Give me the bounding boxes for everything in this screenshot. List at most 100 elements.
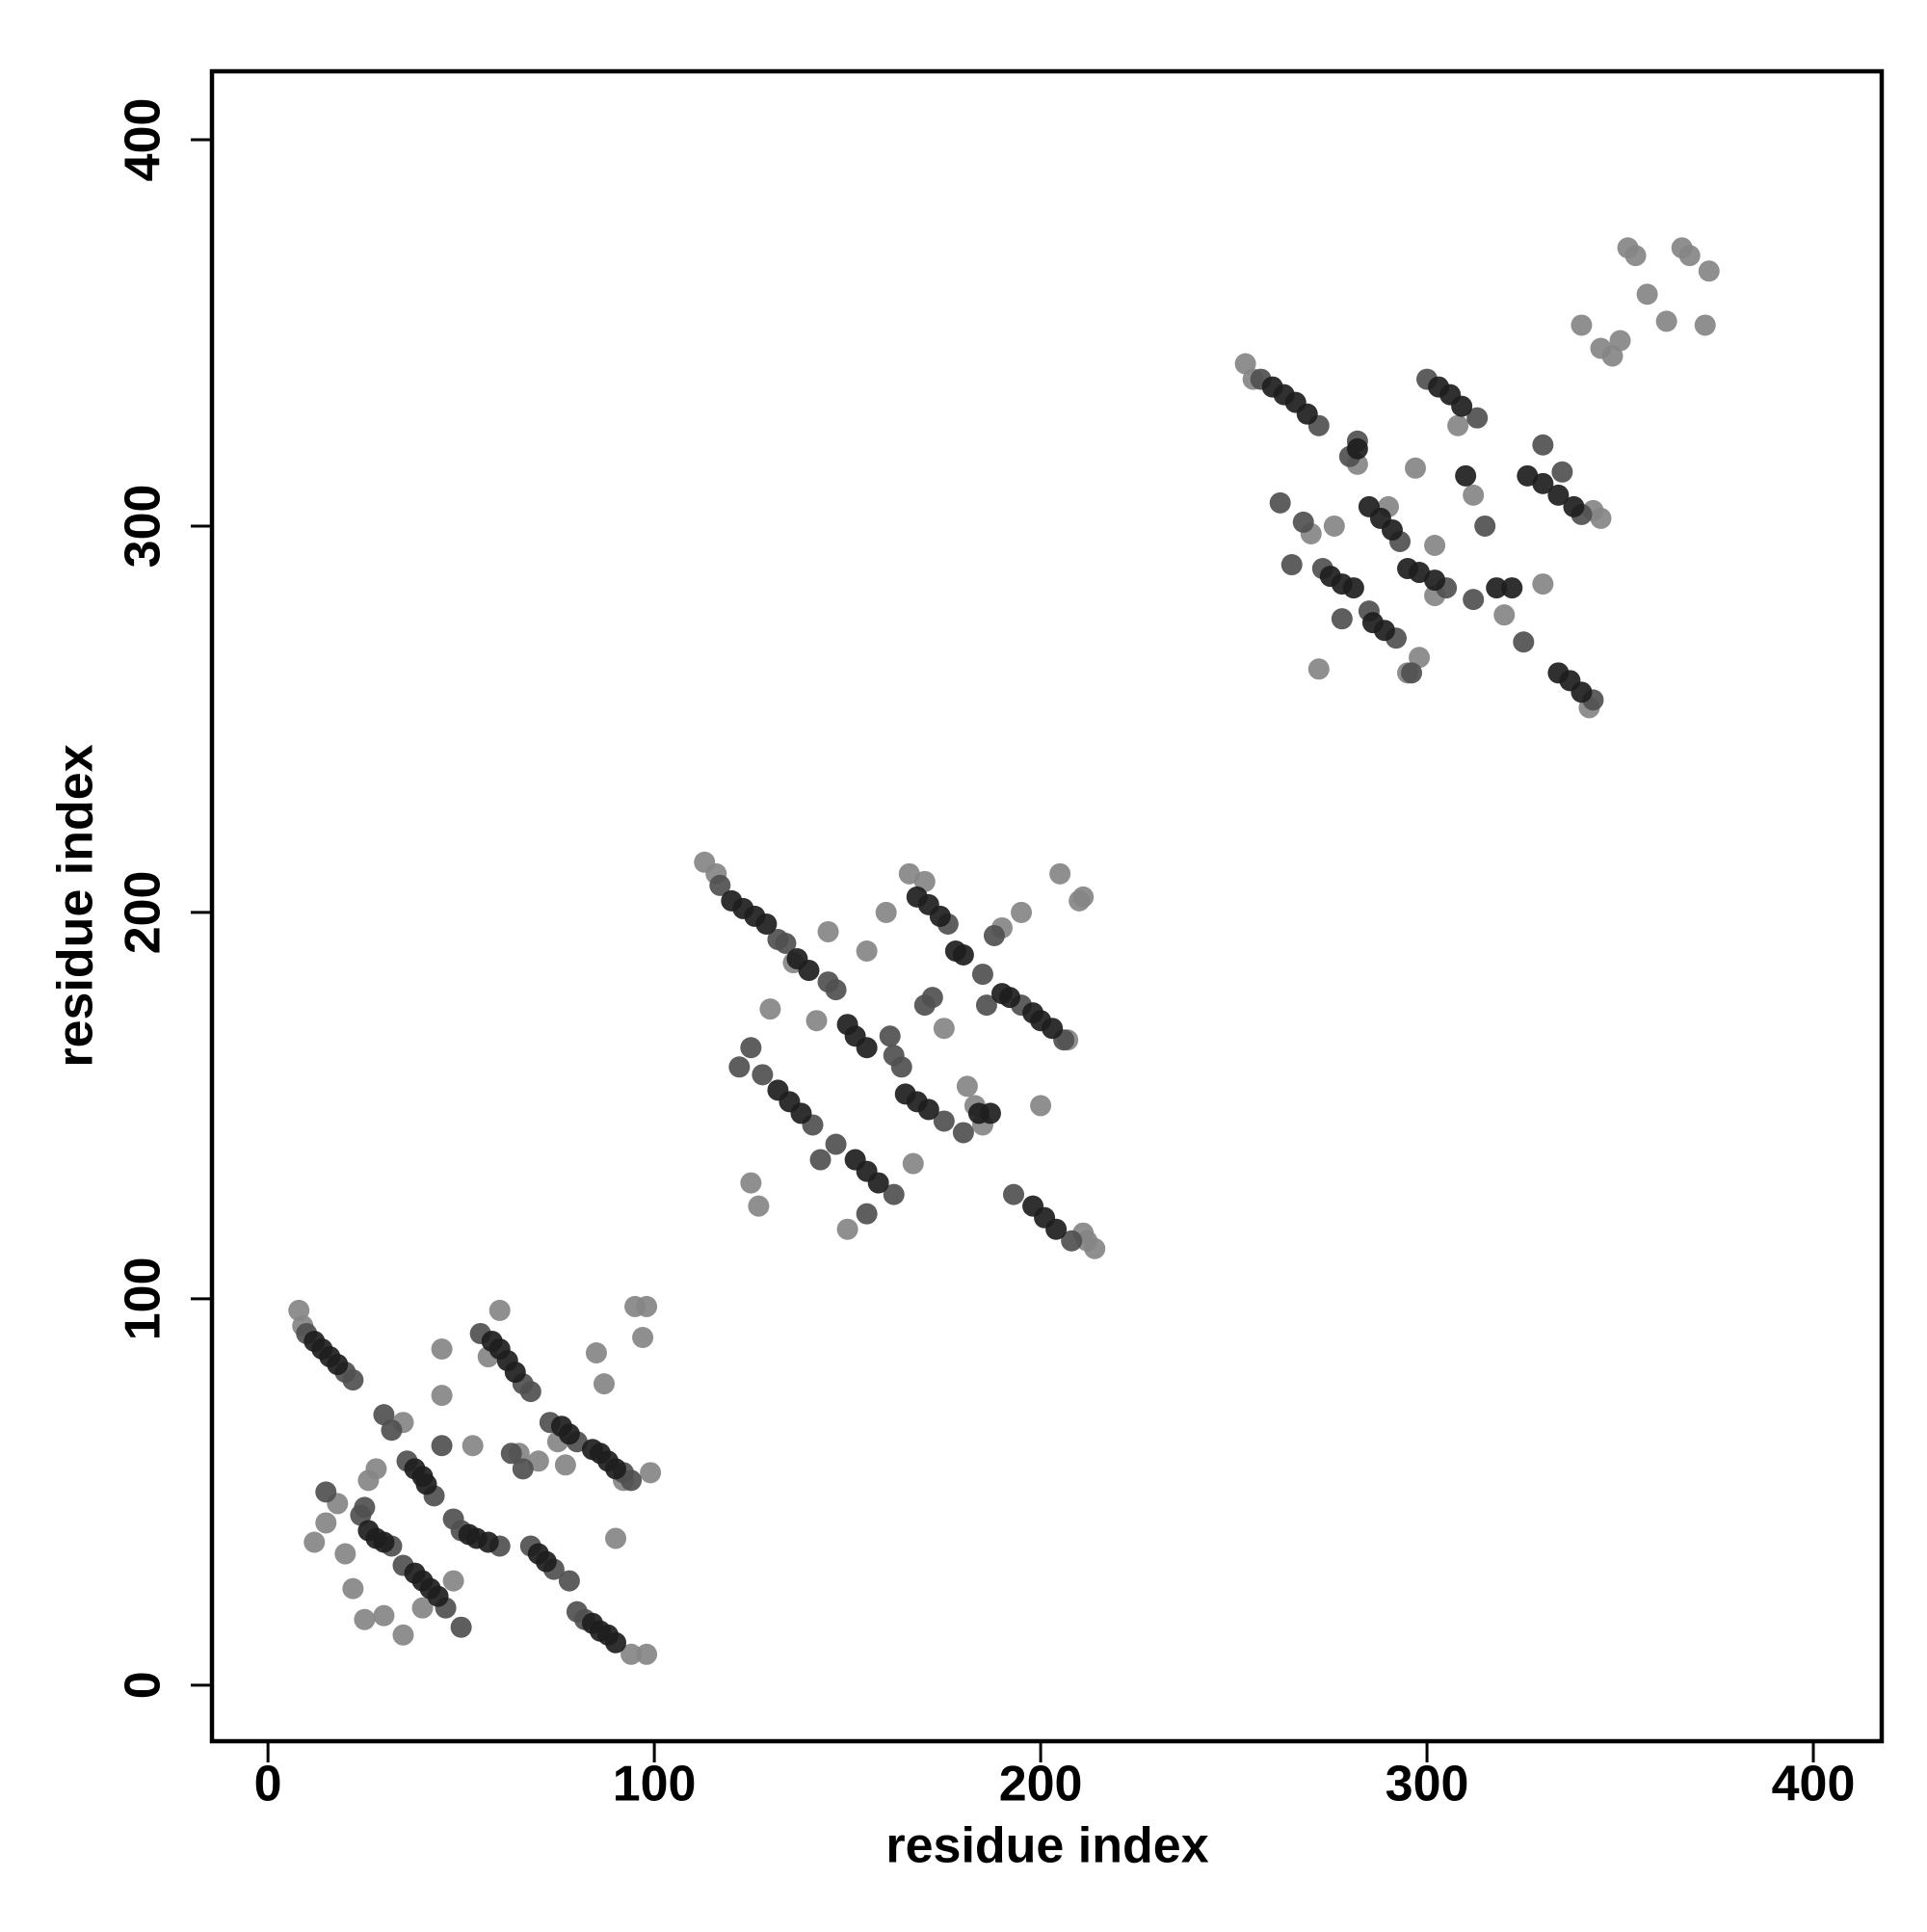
point bbox=[640, 1462, 662, 1484]
point bbox=[431, 1338, 453, 1361]
point bbox=[519, 1381, 541, 1403]
point bbox=[327, 1354, 349, 1376]
point bbox=[477, 1531, 499, 1553]
point bbox=[825, 979, 847, 1001]
point bbox=[921, 987, 943, 1009]
point bbox=[373, 1531, 395, 1553]
point bbox=[755, 913, 778, 935]
point bbox=[1323, 515, 1345, 537]
point bbox=[381, 1419, 403, 1442]
point bbox=[917, 1098, 939, 1121]
point bbox=[983, 924, 1005, 946]
x-tick-label: 300 bbox=[1386, 1757, 1469, 1813]
point bbox=[1042, 1018, 1064, 1040]
point bbox=[1011, 901, 1033, 923]
point bbox=[933, 1110, 955, 1132]
y-tick-label: 200 bbox=[116, 871, 172, 955]
point bbox=[431, 1385, 453, 1407]
point bbox=[1069, 889, 1091, 912]
point bbox=[1571, 314, 1593, 336]
point bbox=[1076, 1230, 1098, 1252]
point bbox=[1405, 457, 1427, 479]
point bbox=[442, 1570, 464, 1592]
point bbox=[500, 1442, 522, 1465]
point bbox=[1045, 1218, 1068, 1240]
point bbox=[620, 1469, 643, 1492]
point bbox=[825, 1133, 847, 1155]
point bbox=[512, 1458, 534, 1480]
point bbox=[605, 1527, 627, 1549]
point bbox=[809, 1149, 832, 1171]
point bbox=[1678, 245, 1701, 267]
point bbox=[759, 998, 781, 1020]
point bbox=[971, 964, 993, 986]
point bbox=[1571, 681, 1593, 703]
point bbox=[1694, 314, 1716, 336]
point bbox=[315, 1481, 337, 1503]
point bbox=[1373, 620, 1395, 642]
point bbox=[1551, 461, 1573, 483]
point bbox=[1486, 577, 1508, 599]
point bbox=[790, 1102, 812, 1125]
point bbox=[975, 994, 997, 1017]
point bbox=[1547, 484, 1570, 506]
point bbox=[1532, 573, 1554, 595]
point bbox=[1280, 554, 1303, 576]
point bbox=[1493, 604, 1516, 626]
point bbox=[1269, 491, 1291, 514]
x-tick-label: 200 bbox=[999, 1757, 1083, 1813]
point bbox=[1381, 518, 1403, 541]
point bbox=[1698, 260, 1720, 282]
point bbox=[1463, 589, 1485, 611]
point bbox=[554, 1454, 576, 1476]
point bbox=[1563, 495, 1585, 517]
point bbox=[890, 1056, 912, 1078]
point bbox=[1003, 1183, 1025, 1205]
point bbox=[979, 1102, 1001, 1125]
point bbox=[392, 1624, 414, 1646]
point bbox=[585, 1342, 607, 1364]
point bbox=[856, 1203, 878, 1225]
point bbox=[365, 1458, 387, 1480]
point bbox=[1609, 330, 1631, 352]
point bbox=[856, 1037, 878, 1059]
point bbox=[956, 1075, 978, 1098]
point bbox=[342, 1369, 364, 1391]
y-tick-label: 100 bbox=[116, 1257, 172, 1341]
point bbox=[902, 1152, 924, 1175]
point bbox=[1424, 569, 1446, 592]
point bbox=[836, 1218, 858, 1240]
point bbox=[856, 940, 878, 963]
point bbox=[373, 1604, 395, 1627]
point bbox=[740, 1037, 762, 1059]
point bbox=[1292, 511, 1314, 533]
point bbox=[535, 1550, 557, 1573]
point bbox=[1424, 534, 1446, 556]
point bbox=[1342, 577, 1364, 599]
point bbox=[1296, 403, 1318, 425]
point bbox=[1401, 662, 1423, 684]
point bbox=[415, 1473, 437, 1495]
point bbox=[1532, 472, 1554, 494]
point bbox=[952, 1122, 974, 1144]
x-tick-label: 0 bbox=[254, 1757, 282, 1813]
x-tick-label: 100 bbox=[613, 1757, 697, 1813]
point bbox=[1447, 414, 1469, 437]
point bbox=[1590, 507, 1612, 529]
point bbox=[1331, 608, 1353, 630]
point bbox=[558, 1423, 580, 1445]
point bbox=[427, 1585, 449, 1607]
point bbox=[304, 1531, 326, 1553]
point bbox=[354, 1608, 376, 1630]
point bbox=[1049, 862, 1071, 885]
point bbox=[411, 1597, 434, 1619]
point bbox=[488, 1299, 511, 1321]
point bbox=[875, 901, 897, 923]
point bbox=[1501, 577, 1523, 599]
point bbox=[798, 960, 820, 982]
point bbox=[1463, 484, 1485, 506]
point bbox=[879, 1025, 901, 1047]
point bbox=[593, 1373, 615, 1395]
